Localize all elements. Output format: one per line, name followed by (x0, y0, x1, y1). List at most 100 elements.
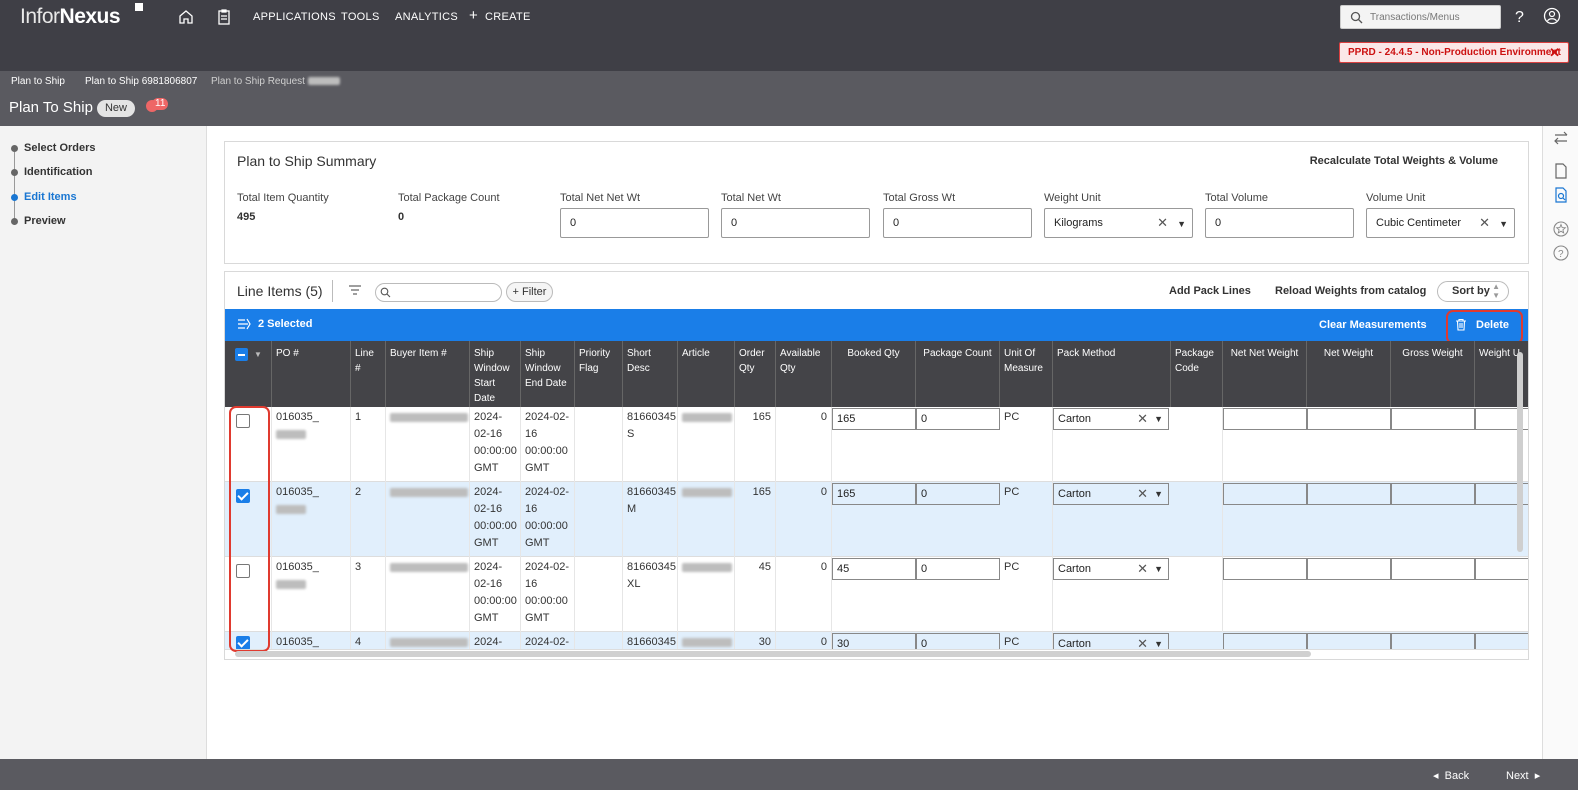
net-weight-input[interactable] (1307, 558, 1391, 580)
clear-icon[interactable]: ✕ (1479, 215, 1490, 230)
row-checkbox[interactable] (236, 414, 250, 428)
table-row[interactable]: 016035_ 4 2024-02- 2024-02- 81660345 30 … (225, 632, 1528, 650)
clear-measurements-button[interactable]: Clear Measurements (1319, 319, 1427, 331)
trash-icon[interactable] (1455, 318, 1467, 331)
breadcrumb-plan-to-ship[interactable]: Plan to Ship (11, 76, 65, 87)
select-all-checkbox[interactable] (235, 348, 248, 361)
package-count-input[interactable]: 0 (916, 408, 1000, 430)
pack-method-select[interactable]: Carton ✕ ▼ (1053, 558, 1169, 580)
chevron-down-icon[interactable]: ▼ (1177, 219, 1186, 229)
column-header[interactable]: Ship Window End Date (521, 341, 575, 407)
column-header[interactable]: Weight U (1479, 348, 1520, 359)
package-count-input[interactable]: 0 (916, 633, 1000, 649)
clipboard-icon[interactable] (215, 8, 233, 26)
table-row[interactable]: 016035_ 1 2024-02-16 00:00:00 GMT 2024-0… (225, 407, 1528, 482)
column-header[interactable]: Net Weight (1307, 341, 1391, 407)
brand-logo[interactable]: InforNexus (20, 3, 143, 29)
row-checkbox[interactable] (236, 489, 250, 503)
booked-qty-input[interactable]: 45 (832, 558, 916, 580)
nav-analytics[interactable]: ANALYTICS (395, 11, 459, 23)
booked-qty-input[interactable]: 165 (832, 408, 916, 430)
column-header[interactable]: Article (678, 341, 735, 407)
volume-unit-select[interactable]: Cubic Centimeter ✕ ▼ (1366, 208, 1515, 238)
package-count-input[interactable]: 0 (916, 483, 1000, 505)
chevron-down-icon[interactable]: ▼ (254, 350, 262, 359)
clear-icon[interactable]: ✕ (1157, 215, 1168, 230)
chevron-down-icon[interactable]: ▼ (1154, 564, 1163, 574)
column-header[interactable]: Package Code (1171, 341, 1223, 407)
clear-icon[interactable]: ✕ (1137, 636, 1148, 650)
pack-method-select[interactable]: Carton ✕ ▼ (1053, 483, 1169, 505)
chevron-down-icon[interactable]: ▼ (1499, 219, 1508, 229)
column-header[interactable]: Booked Qty (832, 341, 916, 407)
column-header[interactable]: Unit Of Measure (1000, 341, 1053, 407)
column-header[interactable]: Ship Window Start Date (470, 341, 521, 407)
global-search[interactable]: Transactions/Menus (1340, 5, 1501, 29)
table-row[interactable]: 016035_ 2 2024-02-16 00:00:00 GMT 2024-0… (225, 482, 1528, 557)
booked-qty-input[interactable]: 165 (832, 483, 916, 505)
column-header[interactable]: Available Qty (776, 341, 832, 407)
breadcrumb-plan-to-ship-id[interactable]: Plan to Ship 6981806807 (85, 76, 198, 87)
gross-weight-input[interactable] (1391, 483, 1475, 505)
chevron-down-icon[interactable]: ▼ (1154, 639, 1163, 649)
net-net-weight-input[interactable] (1223, 408, 1307, 430)
document-icon[interactable] (1552, 162, 1570, 180)
document-search-icon[interactable] (1552, 186, 1570, 204)
net-net-weight-input[interactable] (1223, 558, 1307, 580)
recalculate-button[interactable]: Recalculate Total Weights & Volume (1309, 155, 1498, 167)
column-header[interactable]: Gross Weight (1391, 341, 1475, 407)
row-checkbox[interactable] (236, 564, 250, 578)
add-pack-lines-button[interactable]: Add Pack Lines (1169, 285, 1251, 297)
net-weight-input[interactable] (1307, 408, 1391, 430)
row-checkbox[interactable] (236, 636, 250, 649)
filter-lines-icon[interactable] (348, 284, 362, 296)
line-items-search-input[interactable] (375, 283, 502, 302)
clear-icon[interactable]: ✕ (1137, 486, 1148, 501)
net-net-weight-input[interactable] (1223, 483, 1307, 505)
nav-tools[interactable]: TOOLS (341, 11, 380, 23)
total-net-wt-input[interactable]: 0 (721, 208, 870, 238)
chevron-down-icon[interactable]: ▼ (1154, 414, 1163, 424)
column-header[interactable]: Buyer Item # (386, 341, 470, 407)
net-weight-input[interactable] (1307, 633, 1391, 649)
help-icon[interactable]: ? (1511, 7, 1529, 25)
total-volume-input[interactable]: 0 (1205, 208, 1354, 238)
table-row[interactable]: 016035_ 3 2024-02-16 00:00:00 GMT 2024-0… (225, 557, 1528, 632)
next-button[interactable]: Next ▸ (1506, 769, 1540, 782)
clear-icon[interactable]: ✕ (1137, 561, 1148, 576)
back-button[interactable]: ◂ Back (1433, 769, 1469, 782)
net-net-weight-input[interactable] (1223, 633, 1307, 649)
swap-icon[interactable] (1552, 129, 1570, 147)
total-net-net-wt-input[interactable]: 0 (560, 208, 709, 238)
reload-weights-button[interactable]: Reload Weights from catalog (1275, 285, 1427, 297)
pack-method-select[interactable]: Carton ✕ ▼ (1053, 408, 1169, 430)
filter-button[interactable]: + Filter (506, 282, 553, 302)
weight-unit-input[interactable] (1475, 408, 1528, 430)
column-header[interactable]: PO # (272, 341, 351, 407)
weight-unit-input[interactable] (1475, 558, 1528, 580)
close-icon[interactable]: ✕ (1549, 45, 1560, 60)
vertical-scrollbar[interactable] (1517, 352, 1523, 552)
pack-method-select[interactable]: Carton ✕ ▼ (1053, 633, 1169, 650)
gross-weight-input[interactable] (1391, 633, 1475, 649)
package-count-input[interactable]: 0 (916, 558, 1000, 580)
column-header[interactable]: Line # (351, 341, 386, 407)
column-header[interactable]: Order Qty (735, 341, 776, 407)
chevron-down-icon[interactable]: ▼ (1154, 489, 1163, 499)
plus-icon[interactable]: + (469, 7, 479, 24)
notification-badge[interactable]: 11 (146, 98, 171, 113)
column-header[interactable]: Priority Flag (575, 341, 623, 407)
total-gross-wt-input[interactable]: 0 (883, 208, 1032, 238)
booked-qty-input[interactable]: 30 (832, 633, 916, 649)
column-header[interactable]: Package Count (916, 341, 1000, 407)
user-icon[interactable] (1543, 7, 1561, 25)
help-circle-icon[interactable]: ? (1552, 244, 1570, 262)
net-weight-input[interactable] (1307, 483, 1391, 505)
column-header[interactable]: Short Desc (623, 341, 678, 407)
gross-weight-input[interactable] (1391, 408, 1475, 430)
weight-unit-select[interactable]: Kilograms ✕ ▼ (1044, 208, 1193, 238)
weight-unit-input[interactable] (1475, 633, 1528, 649)
horizontal-scrollbar[interactable] (235, 651, 1311, 657)
clear-icon[interactable]: ✕ (1137, 411, 1148, 426)
column-header[interactable]: Net Net Weight (1223, 341, 1307, 407)
